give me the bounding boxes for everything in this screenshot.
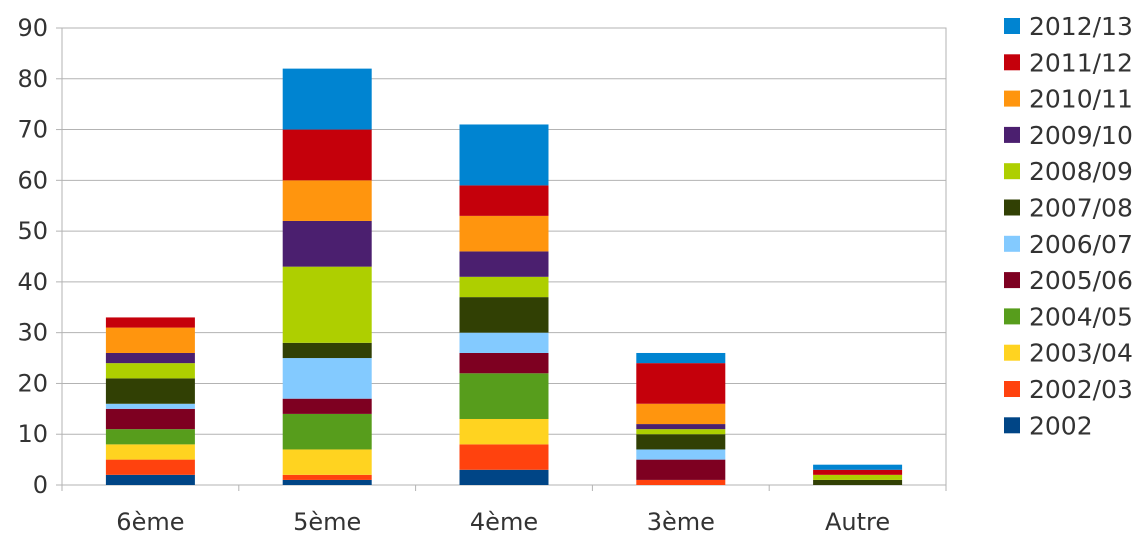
bar-segment [282,358,372,399]
bar-segment [105,327,195,353]
bar-segment [636,479,726,485]
bar-segment [105,444,195,460]
bar-segment [459,124,549,186]
bar-segment [636,459,726,480]
legend-label: 2004/05 [1029,302,1133,331]
bar-segment [105,317,195,328]
bar-segment [459,352,549,374]
bar-segment [813,479,903,485]
bar-segment [636,424,726,430]
bars [105,68,903,485]
x-tick-label: 6ème [116,508,184,533]
legend-swatch [1004,18,1020,34]
y-tick-label: 90 [17,14,48,42]
bar-segment [459,373,549,419]
legend-label: 2002 [1029,411,1093,440]
bar-segment [636,434,726,450]
legend-label: 2003/04 [1029,339,1133,368]
bar-segment [282,479,372,485]
legend-swatch [1004,126,1020,143]
legend-swatch [1004,308,1020,325]
legend-swatch [1004,272,1020,289]
bar-segment [459,332,549,353]
bar-segment [282,342,372,359]
bar-segment [636,449,726,460]
bar-segment [282,220,372,267]
y-tick-label: 40 [17,268,48,296]
legend-swatch [1004,235,1020,252]
y-tick-label: 80 [17,65,48,93]
bar-segment [459,444,549,470]
bar-segment [105,363,195,379]
bar-segment [282,449,372,475]
bar-segment [105,403,195,409]
x-tick-label: 4ème [470,508,538,533]
bar-segment [459,297,549,333]
bar-segment [282,129,372,181]
bar-segment [636,429,726,435]
bar-segment [105,408,195,430]
y-tick-label: 20 [17,369,48,397]
legend-label: 2002/03 [1029,375,1133,404]
legend-swatch [1004,199,1020,216]
bar-segment [282,413,372,450]
legend-label: 2007/08 [1029,194,1133,223]
legend: 2012/13 2011/12 2010/11 2009/10 2008/09 2007/… [1004,12,1133,440]
bar-segment [459,215,549,252]
x-tick-label: 5ème [293,508,361,533]
bar-segment [282,398,372,414]
y-tick-label: 30 [17,319,48,347]
legend-label: 2010/11 [1029,85,1133,114]
bar-segment [282,474,372,480]
bar-segment [636,352,726,364]
legend-swatch [1004,381,1020,397]
y-axis-ticks: 0 10 20 30 40 50 60 70 80 90 [17,14,48,499]
legend-label: 2012/13 [1029,12,1133,41]
bar-segment [105,459,195,475]
y-tick-label: 50 [17,217,48,245]
bar-segment [813,469,903,475]
y-tick-label: 0 [33,471,48,499]
legend-swatch [1004,163,1020,180]
legend-label: 2008/09 [1029,157,1133,186]
bar-segment [282,68,372,130]
bar-segment [636,363,726,404]
legend-label: 2009/10 [1029,121,1133,150]
x-tick-label: 3ème [647,508,715,533]
legend-swatch [1004,344,1020,361]
legend-swatch [1004,417,1020,434]
bar-segment [459,251,549,277]
x-tick-label: Autre [825,508,890,533]
legend-label: 2011/12 [1029,48,1133,77]
legend-swatch [1004,54,1020,71]
bar-segment [105,429,195,445]
legend-swatch [1004,90,1020,107]
x-axis-ticks: 6ème 5ème 4ème 3ème Autre [116,508,890,533]
bar-segment [105,474,195,485]
bar-segment [636,403,726,425]
bar-segment [459,418,549,445]
y-tick-label: 60 [17,166,48,194]
legend-label: 2005/06 [1029,266,1133,295]
y-tick-label: 70 [17,116,48,144]
bar-segment [282,266,372,343]
bar-segment [813,464,903,470]
bar-segment [105,378,195,404]
bar-segment [282,180,372,221]
bar-segment [459,469,549,485]
bar-segment [459,276,549,298]
bar-segment [459,185,549,216]
legend-label: 2006/07 [1029,230,1133,259]
bar-segment [813,474,903,480]
bar-segment [105,352,195,364]
y-tick-label: 10 [17,420,48,448]
